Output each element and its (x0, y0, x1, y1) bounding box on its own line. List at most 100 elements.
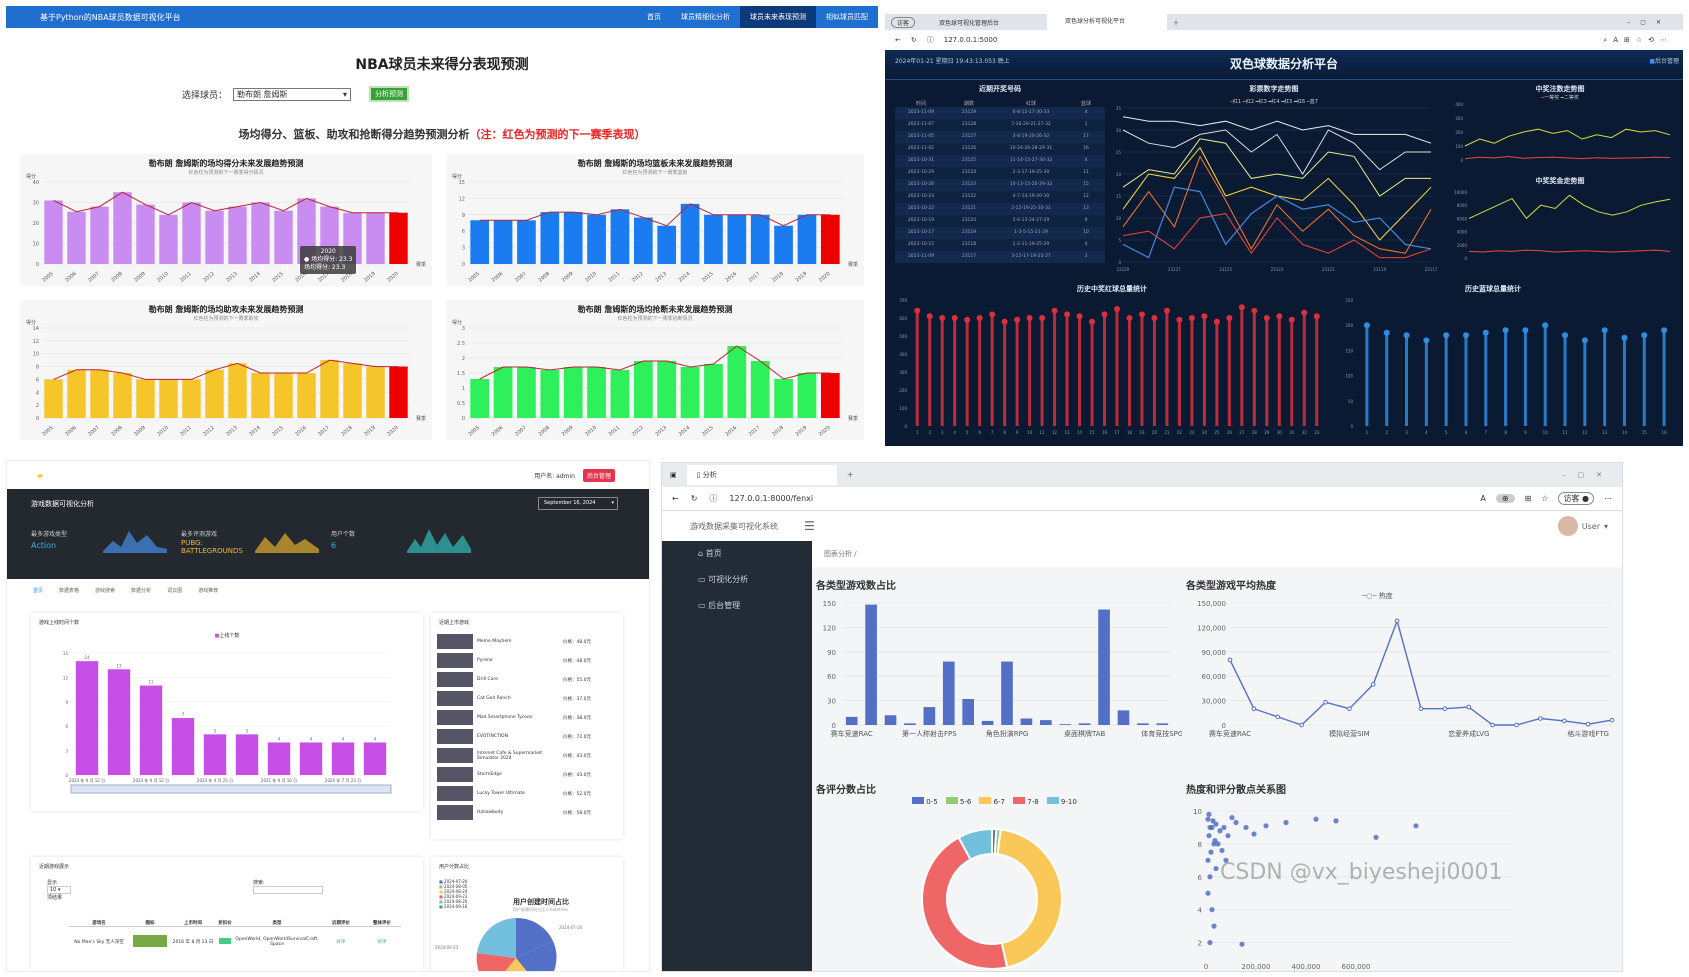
tab-admin[interactable]: 双色球可视化管理后台 (939, 19, 1000, 27)
search-control: 搜索: (253, 879, 323, 894)
nav-similar-players[interactable]: 相似球员匹配 (826, 13, 868, 21)
x-tick-label: 16 (1102, 430, 1108, 435)
new-tab-button[interactable]: ＋ (1173, 19, 1180, 27)
table-cell: 3 (1084, 254, 1088, 259)
table-cell: 15 (1083, 182, 1089, 187)
window-controls[interactable]: –▢✕ (1562, 471, 1614, 479)
tab-data-table[interactable]: 数据表格 (59, 587, 80, 594)
tick-label: 8 (36, 365, 39, 371)
legend-item[interactable]: 6-7 (979, 797, 1005, 806)
column-header: 类型 (272, 921, 282, 926)
legend-item[interactable]: 0-5 (912, 797, 938, 806)
status-pill[interactable]: ⊕ (1495, 494, 1515, 503)
back-icon[interactable]: ← (672, 494, 679, 503)
game-analysis-window: ▰ 用户名: admin 后台管理 游戏数据可视化分析 September 16… (6, 460, 650, 972)
x-tick-label: 2005 (467, 425, 481, 438)
tab-home[interactable]: 首页 (33, 587, 44, 594)
list-item[interactable]: Mad Smartphone Tycoon 价格：38.0元 (431, 708, 623, 727)
list-item[interactable]: Pyrone 价格：48.0元 (431, 651, 623, 670)
list-item[interactable]: Internet Cafe & Supermarket Simulator 20… (431, 746, 623, 765)
x-tick-label: 9 (1524, 430, 1527, 435)
bar (113, 192, 132, 264)
window-controls[interactable]: –▢✕ (1627, 18, 1671, 26)
lottery-dashboard-window: 访客 双色球可视化管理后台 双色球分析可视化平台 ＋ –▢✕ ← ↻ ⓘ 127.0… (885, 14, 1683, 446)
x-tick-label: 2019 (363, 425, 377, 438)
legend-item[interactable]: 9-10 (1046, 797, 1077, 806)
stem-dot (1251, 307, 1258, 314)
tick-label: 6 (36, 377, 39, 383)
url-bar[interactable]: 127.0.0.1:5000 (943, 36, 998, 44)
list-item[interactable]: Lucky Tower Ultimate 价格：52.0元 (431, 784, 623, 803)
tick-label: 6 (462, 229, 465, 235)
admin-link[interactable]: ■后台管理 (1649, 56, 1679, 65)
sidebar-item-analysis[interactable]: ▭ 可视化分析 (662, 567, 812, 593)
list-item[interactable]: Drill Core 价格：55.0元 (431, 670, 623, 689)
search-input[interactable] (253, 886, 323, 894)
date-picker[interactable]: September 16, 2024 ▾ (538, 497, 618, 510)
tab-game-search[interactable]: 游戏搜索 (95, 587, 116, 594)
list-item[interactable]: StormEdge 价格：43.0元 (431, 765, 623, 784)
tab-list-icon[interactable]: ▣ (670, 471, 677, 479)
table-cell: 11 (1083, 170, 1089, 175)
legend-item: 红3 (1258, 99, 1267, 105)
x-tick-label: 2009 (133, 425, 147, 438)
heat-point (1418, 706, 1424, 712)
list-item[interactable]: Meme Mayhem 价格：48.0元 (431, 632, 623, 651)
visitor-badge[interactable]: 访客 ● (1558, 492, 1594, 505)
tab-recommend[interactable]: 游戏推荐 (198, 587, 219, 594)
more-icon[interactable]: ⋯ (1604, 494, 1612, 503)
x-tick-label: 200,000 (1242, 963, 1271, 971)
refresh-icon[interactable]: ↻ (690, 494, 698, 503)
player-select[interactable]: 勒布朗 詹姆斯 ▾ (233, 87, 352, 101)
split-icon[interactable]: ⊞ (1524, 494, 1532, 503)
legend-item[interactable]: 5-6 (945, 797, 971, 806)
date-value: September 16, 2024 (544, 500, 596, 506)
bar (1137, 723, 1149, 725)
browser-toolbar-icons[interactable]: ⌕A⊞☆⟲⋯ (1603, 35, 1673, 44)
sidebar-item-admin[interactable]: ▭ 后台管理 (662, 593, 812, 619)
table-cell: 2023-10-17 (907, 230, 935, 235)
nav-future-prediction[interactable]: 球员未来表现预测 (740, 6, 816, 28)
sidebar-item-label: 首页 (705, 549, 722, 558)
series-line (1122, 146, 1432, 241)
browser-chrome: 访客 双色球可视化管理后台 双色球分析可视化平台 ＋ –▢✕ ← ↻ ⓘ 127.0… (885, 14, 1683, 50)
bar (320, 360, 339, 418)
legend-item[interactable]: 7-8 (1013, 797, 1039, 806)
user-menu[interactable]: User ▾ (1557, 516, 1622, 536)
tab-wordcloud[interactable]: 词云图 (167, 587, 183, 594)
game-price: 价格：43.0元 (563, 772, 592, 778)
url-bar[interactable]: 127.0.0.1:8000/fenxi (729, 494, 814, 503)
nav-player-analysis[interactable]: 球员精细化分析 (681, 13, 730, 21)
column-header: 图标 (145, 921, 155, 926)
table-cell: 23120 (961, 218, 977, 223)
list-item[interactable]: Hollowbody 价格：58.0元 (431, 803, 623, 822)
game-thumbnail (437, 748, 473, 763)
tick-label: 0 (1118, 260, 1121, 265)
nav-home[interactable]: 首页 (647, 13, 661, 21)
tab-platform[interactable]: 双色球分析可视化平台 (1047, 14, 1168, 30)
series-line (1464, 155, 1671, 160)
list-item[interactable]: Cat God Ranch 价格：37.0元 (431, 689, 623, 708)
back-icon[interactable]: ← (895, 36, 901, 44)
list-item[interactable]: EVOTINCTION 价格：72.0元 (431, 727, 623, 746)
data-label: 11 (148, 680, 154, 685)
menu-icon[interactable]: ☰ (804, 519, 815, 533)
winners-chart: 0 100 200 300 400 (1455, 102, 1671, 163)
visitor-badge[interactable]: 访客 (891, 16, 916, 28)
table-cell: 23118 (961, 242, 977, 247)
new-tab-button[interactable]: ＋ (846, 471, 854, 479)
table-cell: 2023-11-07 (907, 122, 935, 127)
data-label: 4 (374, 736, 377, 741)
tab-data-analysis[interactable]: 数据分析 (131, 587, 152, 594)
favorite-icon[interactable]: ☆ (1541, 494, 1549, 503)
breadcrumb-item[interactable]: 图表分析 (824, 550, 852, 558)
tick-label: 100 (1345, 374, 1353, 379)
read-aloud-icon[interactable]: A (1480, 494, 1486, 503)
release-count-card: 游戏上线时间个数 ■上线个数 0 3 6 9 12 15 14 13 11 7 5 5 4 4 4 4 2024… (31, 613, 423, 811)
predict-button[interactable]: 分析预测 (369, 86, 410, 102)
page-size-select[interactable]: 10 ▾ (47, 886, 71, 894)
refresh-icon[interactable]: ↻ (910, 36, 917, 44)
admin-button[interactable]: 后台管理 (582, 468, 615, 482)
browser-tab[interactable]: ▯ 分析 (686, 465, 837, 485)
sidebar-item-home[interactable]: ⌂ 首页 (662, 541, 812, 567)
